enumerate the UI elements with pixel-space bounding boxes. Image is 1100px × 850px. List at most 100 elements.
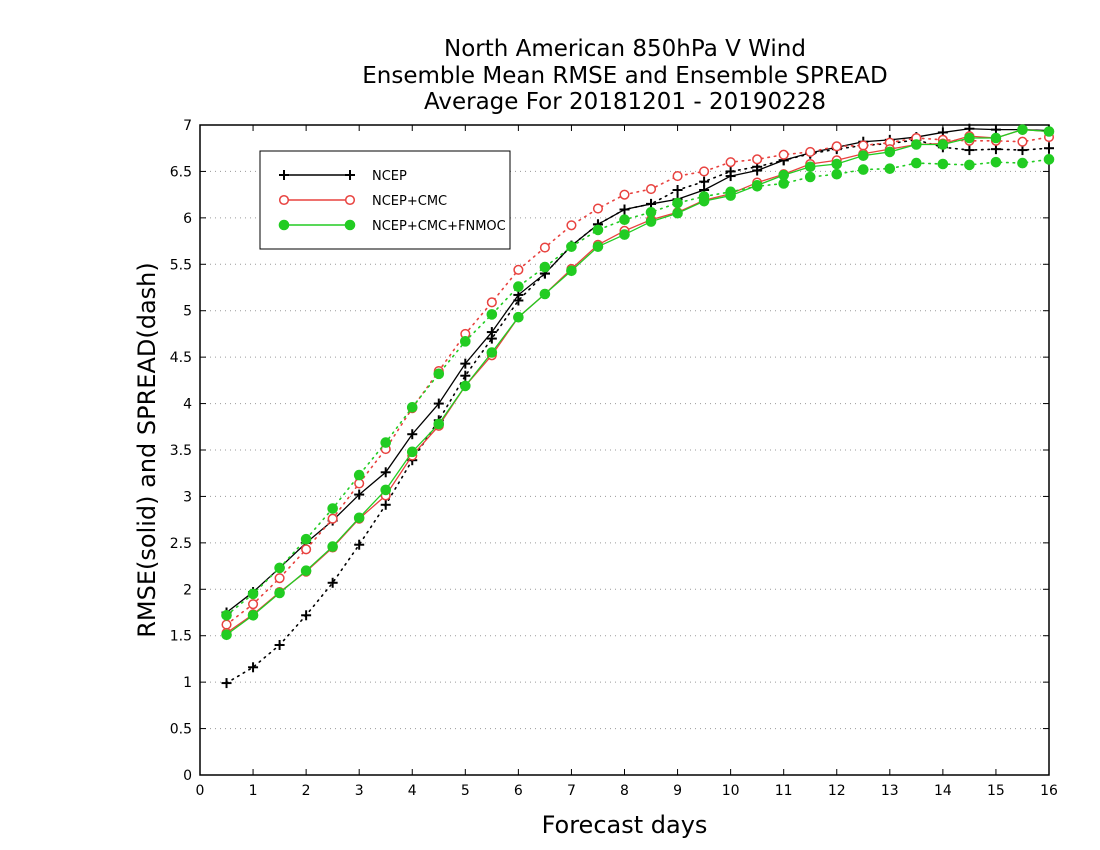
series-layer <box>221 123 1055 689</box>
series-ncep-cmc-spread-point <box>725 157 736 168</box>
series-ncep-cmc-fnmoc-rmse-point <box>990 132 1002 144</box>
legend-marker <box>345 170 355 180</box>
legend-marker <box>278 219 290 231</box>
y-tick-label: 5.5 <box>170 257 192 273</box>
series-ncep-cmc-fnmoc-spread-point <box>380 437 392 448</box>
x-tick-label: 8 <box>620 783 629 799</box>
series-ncep-rmse-point <box>460 358 471 369</box>
series-ncep-cmc-fnmoc-rmse-point <box>778 169 789 181</box>
series-ncep-cmc-fnmoc-spread-point <box>460 336 471 347</box>
series-ncep-cmc-fnmoc-spread-point <box>566 241 577 252</box>
series-ncep-cmc-fnmoc-spread-point <box>274 562 285 574</box>
y-axis-label: RMSE(solid) and SPREAD(dash) <box>133 262 161 638</box>
series-ncep-cmc-fnmoc-spread-point <box>804 171 816 183</box>
series-ncep-cmc-fnmoc-rmse-point <box>460 380 471 392</box>
series-ncep-cmc-spread-point <box>778 149 789 160</box>
y-tick-label: 1.5 <box>170 629 192 645</box>
series-ncep-rmse-point <box>354 489 365 500</box>
series-ncep-spread-point <box>248 662 259 673</box>
y-tick-label: 3 <box>183 489 192 505</box>
series-ncep-cmc-fnmoc-spread-point <box>221 609 232 621</box>
x-tick-label: 7 <box>567 783 576 799</box>
series-ncep-spread-point <box>1044 143 1054 154</box>
series-ncep-cmc-spread-point <box>354 478 365 489</box>
series-ncep-cmc-spread-point <box>248 599 259 610</box>
series-ncep-cmc-fnmoc-rmse-point <box>539 288 551 300</box>
legend-label: NCEP <box>372 169 407 184</box>
series-ncep-cmc-fnmoc-rmse-point <box>672 207 683 219</box>
series-ncep-rmse-point <box>407 429 418 440</box>
series-ncep-cmc-spread-point <box>539 242 550 253</box>
series-ncep-cmc-fnmoc-spread-point <box>619 214 630 226</box>
series-ncep-cmc-fnmoc-spread-point <box>486 309 498 320</box>
series-ncep-spread-point <box>672 185 683 195</box>
series-ncep-cmc-spread-point <box>858 140 869 151</box>
series-ncep-cmc-spread-point <box>274 573 285 584</box>
series-ncep-cmc-fnmoc-rmse-point <box>751 180 763 191</box>
legend-marker <box>279 170 289 180</box>
series-ncep-cmc-fnmoc-spread-line <box>225 158 1050 617</box>
x-tick-label: 11 <box>775 783 793 799</box>
series-ncep-spread-point <box>301 610 312 621</box>
series-ncep-rmse-point <box>619 204 630 215</box>
series-ncep-cmc-fnmoc-spread-point <box>911 157 922 169</box>
series-ncep-cmc-fnmoc-spread-point <box>937 158 949 170</box>
series-ncep-cmc-fnmoc-spread-point <box>857 164 869 175</box>
series-ncep-cmc-fnmoc-spread-point <box>406 401 418 413</box>
grid-lines <box>200 170 1049 730</box>
y-tick-label: 4.5 <box>170 350 192 366</box>
legend-label: NCEP+CMC+FNMOC <box>372 219 506 234</box>
series-ncep-cmc-spread-point <box>566 220 577 231</box>
series-ncep-cmc-fnmoc-spread-point <box>327 503 338 514</box>
y-tick-label: 6 <box>183 211 192 227</box>
y-tick-label: 2.5 <box>170 536 192 552</box>
series-ncep-cmc-fnmoc-rmse-point <box>486 347 498 358</box>
chart-title-line-3: Average For 20181201 - 20190228 <box>423 89 827 115</box>
series-ncep-cmc-fnmoc-rmse-point <box>831 158 843 170</box>
series-ncep-cmc-fnmoc-spread-point <box>964 159 975 171</box>
series-ncep-cmc-spread-point <box>486 297 497 308</box>
legend-item: NCEP+CMC+FNMOC <box>278 219 506 234</box>
series-ncep-cmc-fnmoc-rmse-point <box>566 265 577 277</box>
x-tick-label: 13 <box>881 783 899 799</box>
series-ncep-cmc-fnmoc-rmse-point <box>274 587 285 599</box>
y-tick-label: 7 <box>183 118 192 134</box>
x-tick-label: 10 <box>722 783 740 799</box>
series-ncep-cmc-spread-point <box>699 166 710 177</box>
series-ncep-cmc-fnmoc-rmse-point <box>327 541 338 552</box>
series-ncep-cmc-spread-point <box>1017 136 1028 147</box>
series-ncep-cmc-fnmoc-rmse-point <box>804 161 816 173</box>
series-ncep-spread-point <box>460 370 471 381</box>
series-ncep-cmc-fnmoc-spread-point <box>645 206 657 218</box>
legend: NCEP NCEP+CMC NCEP+CMC+FNMOC <box>259 150 511 250</box>
series-ncep-cmc-fnmoc-spread-point <box>353 469 365 481</box>
series-ncep-cmc-fnmoc-rmse-point <box>353 512 365 524</box>
x-tick-label: 14 <box>934 783 952 799</box>
series-ncep-cmc-spread-point <box>672 171 683 182</box>
series-ncep-cmc-fnmoc-spread-point <box>831 168 843 180</box>
series-ncep-cmc-fnmoc-spread-point <box>433 368 445 380</box>
series-ncep-cmc-fnmoc-rmse-point <box>300 565 312 577</box>
series-ncep-cmc-fnmoc-rmse-point <box>884 146 896 158</box>
legend-marker <box>278 194 290 206</box>
chart-title-line-1: North American 850hPa V Wind <box>444 36 806 62</box>
series-ncep-cmc-spread-point <box>619 189 630 200</box>
series-ncep-cmc-fnmoc-spread-point <box>990 156 1002 168</box>
x-tick-label: 4 <box>408 783 417 799</box>
legend-item: NCEP+CMC <box>278 194 447 209</box>
series-ncep-spread-point <box>221 678 232 689</box>
series-ncep-cmc-fnmoc-spread-point <box>1043 154 1055 165</box>
series-ncep-cmc-spread-point <box>592 203 604 214</box>
series-ncep-rmse-point <box>725 171 736 182</box>
series-ncep-rmse-point <box>433 398 444 409</box>
series-ncep-cmc-fnmoc-rmse-point <box>592 241 604 252</box>
chart-title-line-2: Ensemble Mean RMSE and Ensemble SPREAD <box>362 63 888 89</box>
series-ncep-rmse-point <box>752 165 763 176</box>
series-ncep-spread-point <box>380 499 391 510</box>
y-tick-label: 1 <box>183 675 192 691</box>
series-ncep-cmc-fnmoc-rmse-point <box>380 484 392 496</box>
series-ncep-cmc-spread-point <box>327 513 338 524</box>
x-tick-label: 3 <box>355 783 364 799</box>
series-ncep-cmc-spread-point <box>805 146 816 157</box>
series-ncep-spread-point <box>964 145 975 156</box>
